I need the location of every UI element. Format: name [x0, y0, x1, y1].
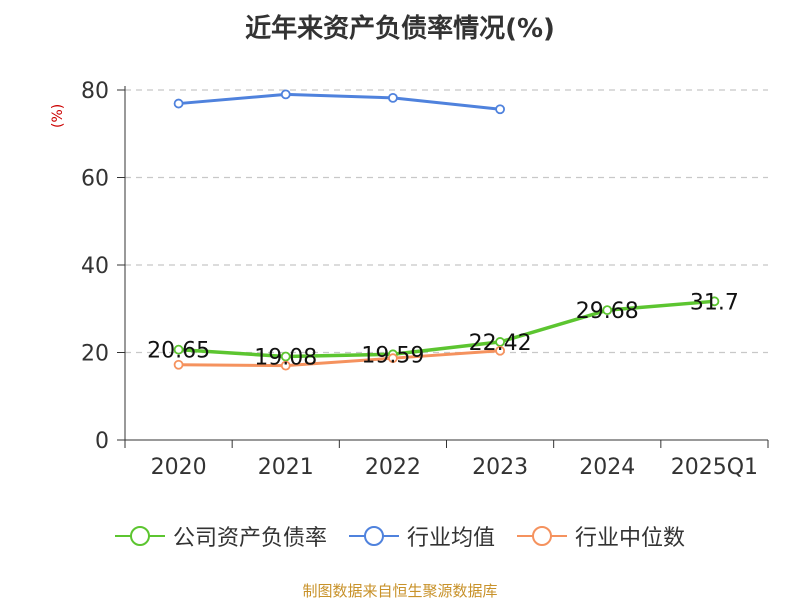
data-label: 22.42 — [469, 331, 532, 356]
series-layer — [173, 89, 720, 371]
data-label: 31.7 — [690, 290, 739, 315]
legend-item-industry-avg[interactable]: 行业均值 — [348, 520, 495, 552]
data-label: 29.68 — [576, 299, 639, 324]
grid-layer — [125, 89, 768, 354]
legend-item-industry-median[interactable]: 行业中位数 — [517, 520, 685, 552]
series-point-1 — [173, 98, 184, 109]
legend-label-industry-avg: 行业均值 — [406, 526, 495, 551]
series-point-2 — [173, 359, 184, 370]
legend-swatch-industry-median — [517, 526, 567, 546]
data-label: 20.65 — [147, 339, 210, 364]
series-line-0 — [178, 299, 715, 359]
axis-layer: 0 20 40 60 80 2020 2021 2022 2023 2024 2025Q1 — [81, 79, 769, 480]
source-note: 制图数据来自恒生聚源数据库 — [302, 582, 498, 600]
legend-item-company[interactable]: 公司资产负债率 — [114, 520, 327, 552]
series-point-2 — [280, 360, 291, 371]
x-tick-label: 2024 — [579, 455, 635, 480]
series-point-0 — [173, 344, 184, 355]
series-point-1 — [495, 104, 505, 115]
x-tick-label: 2020 — [151, 455, 207, 480]
series-point-0 — [602, 305, 613, 316]
legend-label-company: 公司资产负债率 — [172, 526, 327, 551]
series-point-2 — [495, 345, 505, 356]
data-label-layer: 20.65 19.08 19.59 22.42 29.68 31.7 — [147, 290, 739, 370]
x-tick-label: 2025Q1 — [671, 455, 758, 480]
x-tick-label: 2021 — [258, 455, 314, 480]
legend-swatch-company — [114, 526, 165, 546]
series-line-2 — [178, 349, 501, 368]
y-tick-label: 40 — [81, 254, 109, 279]
series-point-0 — [280, 351, 291, 362]
x-tick-label: 2022 — [365, 455, 421, 480]
data-label: 19.59 — [361, 343, 424, 368]
x-tick-label: 2023 — [472, 455, 528, 480]
series-line-1 — [178, 92, 501, 111]
series-point-0 — [709, 296, 720, 307]
y-tick-label: 0 — [95, 429, 109, 454]
series-point-1 — [280, 89, 291, 100]
y-tick-label: 20 — [81, 342, 109, 367]
y-tick-label: 80 — [81, 79, 109, 104]
series-point-1 — [388, 92, 398, 103]
y-tick-label: 60 — [81, 167, 109, 192]
chart-title: 近年来资产负债率情况(%) — [245, 14, 555, 44]
data-label: 19.08 — [254, 346, 317, 371]
legend: 公司资产负债率 行业均值 行业中位数 — [0, 520, 800, 552]
legend-label-industry-median: 行业中位数 — [575, 526, 686, 551]
legend-swatch-industry-avg — [348, 526, 399, 546]
series-point-2 — [388, 353, 398, 364]
